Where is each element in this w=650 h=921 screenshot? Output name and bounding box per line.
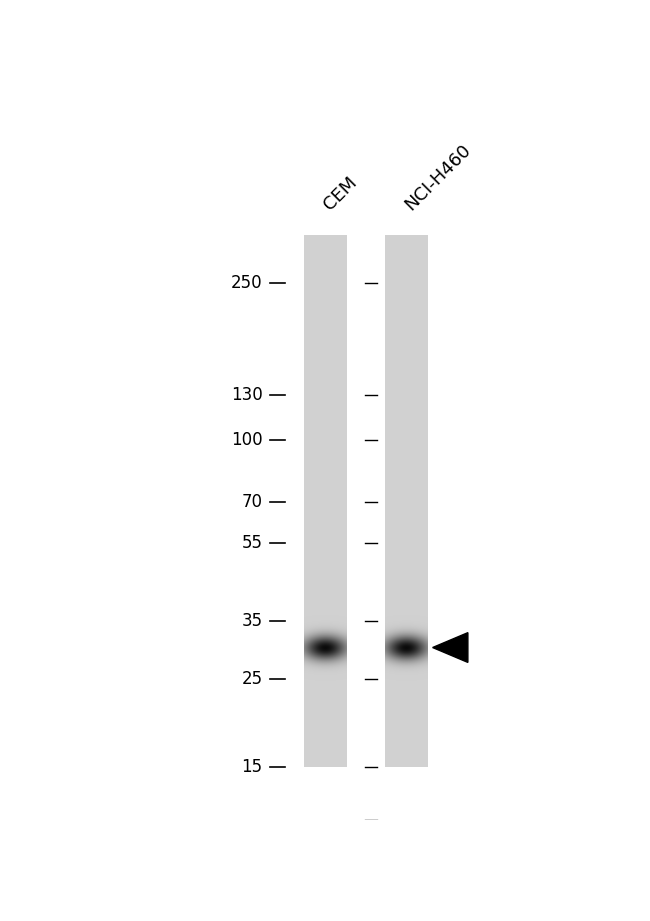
Text: 35: 35	[242, 612, 263, 630]
Text: 70: 70	[242, 493, 263, 510]
Text: 25: 25	[242, 670, 263, 688]
Polygon shape	[433, 633, 468, 662]
Text: 55: 55	[242, 534, 263, 553]
Text: 130: 130	[231, 386, 263, 404]
Bar	[385, 235, 428, 766]
Text: 15: 15	[242, 758, 263, 775]
Text: 250: 250	[231, 274, 263, 292]
Text: CEM: CEM	[320, 173, 361, 214]
Text: 100: 100	[231, 431, 263, 449]
Bar	[304, 235, 347, 766]
Text: NCI-H460: NCI-H460	[401, 140, 474, 214]
